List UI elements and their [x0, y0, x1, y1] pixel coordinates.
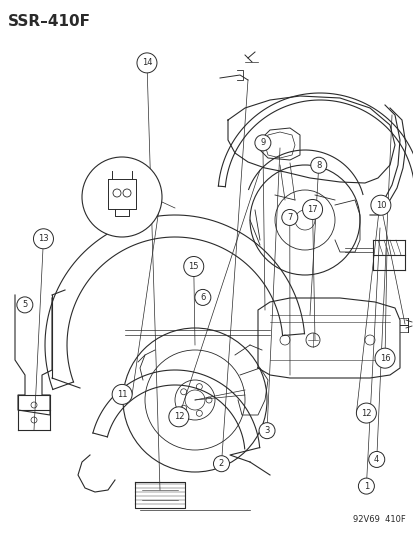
Circle shape [310, 157, 326, 173]
Text: 3: 3 [264, 426, 269, 435]
Text: 9: 9 [260, 139, 265, 147]
Circle shape [169, 407, 188, 427]
Circle shape [195, 289, 210, 305]
Circle shape [137, 53, 157, 73]
Text: 2: 2 [218, 459, 223, 468]
Text: 15: 15 [188, 262, 199, 271]
Circle shape [302, 199, 322, 220]
Text: 6: 6 [200, 293, 205, 302]
Circle shape [356, 403, 375, 423]
Text: 13: 13 [38, 235, 49, 243]
Text: 92V69  410F: 92V69 410F [352, 515, 405, 524]
Text: 12: 12 [173, 413, 184, 421]
Circle shape [82, 157, 161, 237]
Circle shape [112, 384, 132, 405]
Text: 4: 4 [373, 455, 378, 464]
Text: 7: 7 [287, 213, 292, 222]
Circle shape [213, 456, 229, 472]
Text: 5: 5 [22, 301, 27, 309]
Circle shape [281, 209, 297, 225]
Text: 14: 14 [141, 59, 152, 67]
Text: 16: 16 [379, 354, 389, 362]
Circle shape [259, 423, 274, 439]
Circle shape [368, 451, 384, 467]
Circle shape [358, 478, 373, 494]
Circle shape [254, 135, 270, 151]
Text: SSR–410F: SSR–410F [8, 14, 91, 29]
Circle shape [33, 229, 53, 249]
Circle shape [113, 189, 121, 197]
Circle shape [183, 256, 203, 277]
Circle shape [370, 195, 390, 215]
Text: 12: 12 [360, 409, 371, 417]
Circle shape [123, 189, 131, 197]
Text: 11: 11 [116, 390, 127, 399]
Text: 1: 1 [363, 482, 368, 490]
Text: 8: 8 [316, 161, 320, 169]
Circle shape [17, 297, 33, 313]
Text: 17: 17 [306, 205, 317, 214]
Circle shape [374, 348, 394, 368]
Text: 10: 10 [375, 201, 385, 209]
